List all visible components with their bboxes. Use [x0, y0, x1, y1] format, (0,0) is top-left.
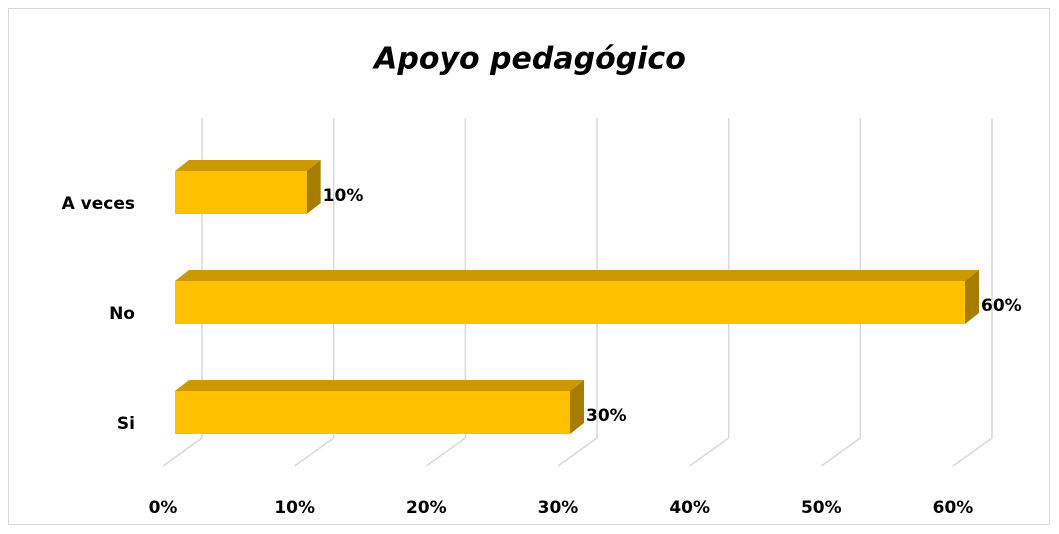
- x-tick-label: 0%: [149, 498, 178, 518]
- chart-border: [8, 8, 1050, 525]
- bar-top: [175, 270, 979, 281]
- category-label: No: [109, 304, 135, 324]
- grid-line: [689, 118, 730, 467]
- value-label: 60%: [981, 296, 1022, 316]
- category-label: A veces: [62, 194, 135, 214]
- value-label: 30%: [586, 406, 627, 426]
- grid-line: [952, 118, 993, 467]
- value-label: 10%: [323, 186, 364, 206]
- x-tick-label: 20%: [406, 498, 447, 518]
- x-tick-label: 30%: [538, 498, 579, 518]
- grid-line: [820, 118, 862, 467]
- category-label: Si: [117, 414, 135, 434]
- x-tick-label: 50%: [801, 498, 842, 518]
- grid-line: [557, 118, 598, 467]
- grid-line: [162, 118, 203, 467]
- x-tick-label: 60%: [933, 498, 974, 518]
- grid-line: [294, 118, 335, 467]
- bar: [175, 171, 307, 214]
- bar-side: [965, 270, 979, 324]
- bar-top: [175, 160, 321, 171]
- bar-side: [306, 160, 321, 214]
- x-tick-label: 40%: [669, 498, 710, 518]
- bar-top: [175, 380, 584, 391]
- bar: [175, 391, 570, 434]
- x-tick-label: 10%: [274, 498, 315, 518]
- bar-side: [570, 380, 584, 434]
- chart-title: Apoyo pedagógico: [372, 42, 686, 77]
- bar: [175, 281, 965, 324]
- grid-line: [425, 118, 467, 467]
